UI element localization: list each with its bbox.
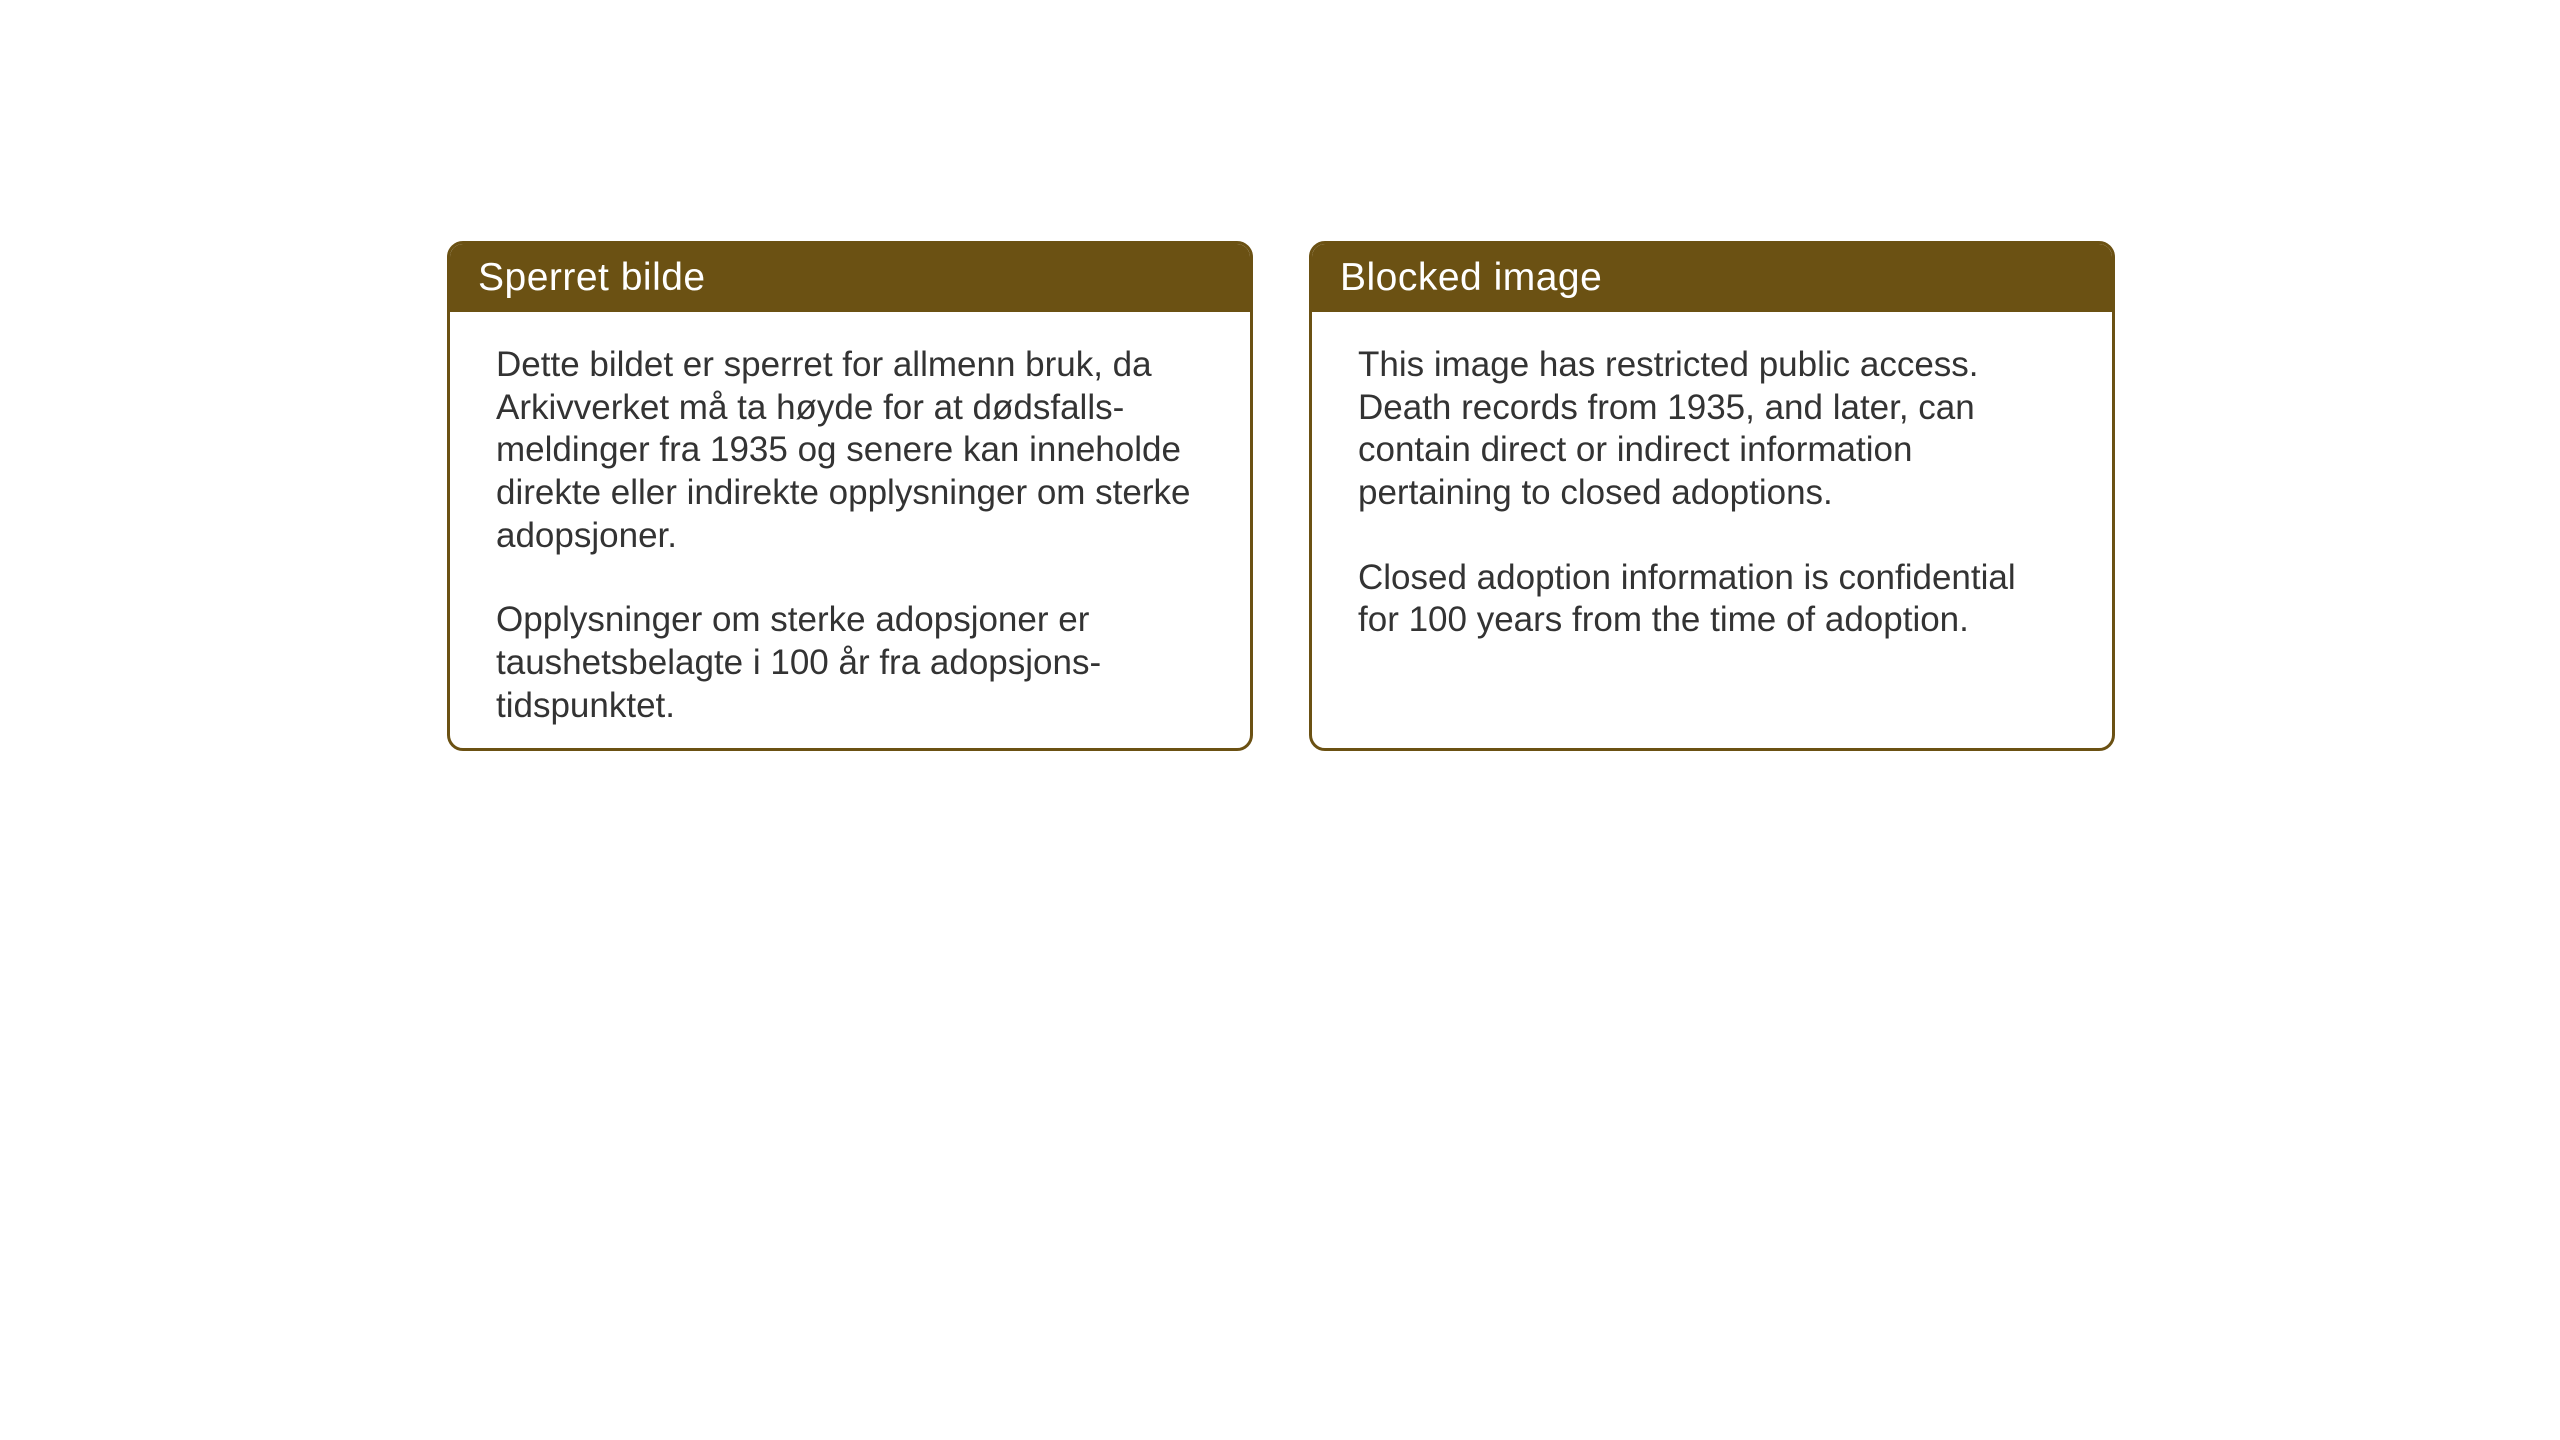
english-paragraph-1: This image has restricted public access.…	[1358, 344, 2066, 515]
norwegian-card-title: Sperret bilde	[450, 244, 1250, 312]
english-paragraph-2: Closed adoption information is confident…	[1358, 557, 2066, 642]
norwegian-paragraph-2: Opplysninger om sterke adopsjoner er tau…	[496, 599, 1204, 727]
english-card-body: This image has restricted public access.…	[1312, 312, 2112, 674]
norwegian-card-body: Dette bildet er sperret for allmenn bruk…	[450, 312, 1250, 751]
norwegian-paragraph-1: Dette bildet er sperret for allmenn bruk…	[496, 344, 1204, 557]
english-notice-card: Blocked image This image has restricted …	[1309, 241, 2115, 751]
norwegian-notice-card: Sperret bilde Dette bildet er sperret fo…	[447, 241, 1253, 751]
english-card-title: Blocked image	[1312, 244, 2112, 312]
notice-container: Sperret bilde Dette bildet er sperret fo…	[447, 241, 2115, 751]
